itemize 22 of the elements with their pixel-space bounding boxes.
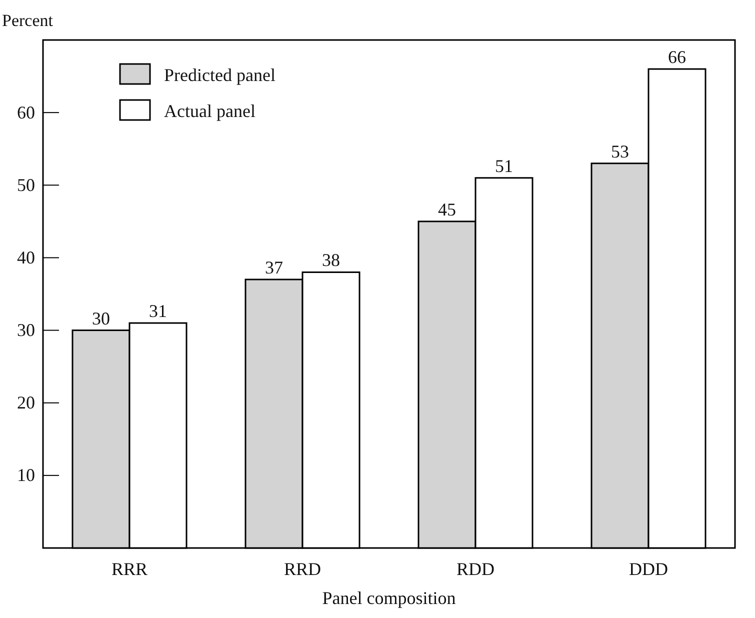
data-label: 30 [92, 308, 110, 328]
y-tick-label: 40 [17, 247, 35, 268]
data-label: 51 [495, 156, 513, 176]
data-label: 66 [668, 47, 686, 68]
data-label: 53 [611, 141, 629, 162]
data-label: 45 [438, 199, 456, 220]
x-tick-label: RRD [284, 558, 322, 579]
x-tick-label: RDD [456, 558, 495, 579]
y-tick-label: 50 [17, 174, 35, 195]
y-tick-label: 30 [17, 320, 35, 340]
data-label: 31 [149, 301, 167, 322]
x-axis-title: Panel composition [322, 588, 456, 608]
y-tick-label: 20 [17, 392, 35, 413]
y-tick-label: 60 [17, 102, 35, 122]
x-tick-label: DDD [629, 558, 668, 579]
y-tick-label: 10 [17, 465, 35, 486]
x-tick-label: RRR [111, 558, 148, 579]
legend-label: Predicted panel [164, 65, 276, 85]
data-label: 38 [322, 250, 340, 270]
legend-label: Actual panel [164, 101, 256, 121]
y-axis-title: Percent [2, 11, 54, 30]
data-label: 37 [265, 257, 283, 278]
